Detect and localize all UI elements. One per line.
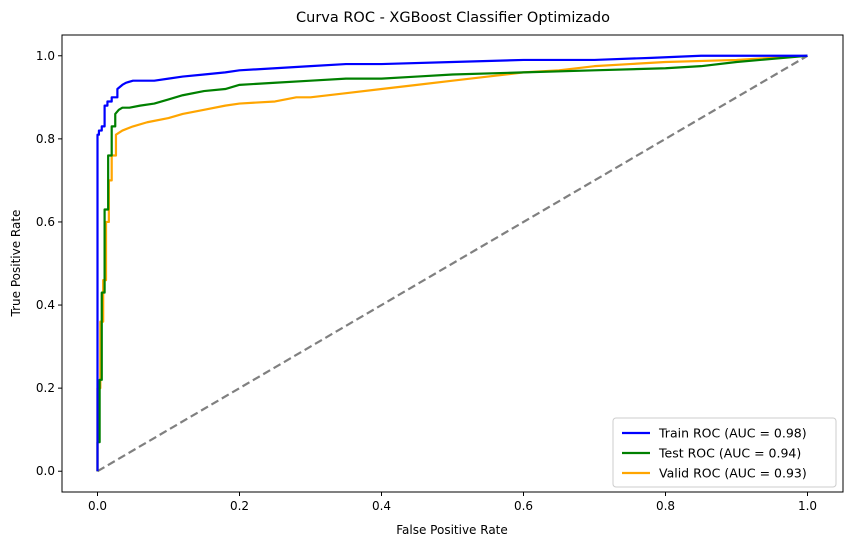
x-tick-label: 0.6 <box>514 499 533 513</box>
y-axis-label: True Positive Rate <box>9 210 23 318</box>
x-tick-label: 0.2 <box>230 499 249 513</box>
x-tick-label: 1.0 <box>798 499 817 513</box>
series-line-0 <box>96 54 808 472</box>
legend-entry-label: Train ROC (AUC = 0.98) <box>658 426 807 441</box>
series-line-1 <box>96 54 808 472</box>
series-layer <box>96 54 809 473</box>
legend-box <box>612 417 837 488</box>
y-tick-label: 0.0 <box>36 464 55 478</box>
x-tick-label: 0.8 <box>656 499 675 513</box>
y-tick-label: 0.8 <box>36 132 55 146</box>
legend-entry-label: Valid ROC (AUC = 0.93) <box>659 466 807 481</box>
x-tick-label: 0.4 <box>372 499 391 513</box>
x-tick-label: 0.0 <box>88 499 107 513</box>
y-axis-ticks: 0.0 0.2 0.4 0.6 0.8 1.0 <box>36 49 62 478</box>
y-tick-label: 0.2 <box>36 381 55 395</box>
y-tick-label: 0.6 <box>36 215 55 229</box>
x-axis-label: False Positive Rate <box>396 523 508 537</box>
chart-title: Curva ROC - XGBoost Classifier Optimizad… <box>296 10 610 26</box>
x-axis-ticks: 0.0 0.2 0.4 0.6 0.8 1.0 <box>88 492 817 513</box>
legend-entry-label: Test ROC (AUC = 0.94) <box>658 446 801 461</box>
y-tick-label: 1.0 <box>36 49 55 63</box>
plot-frame <box>61 34 844 493</box>
legend: Train ROC (AUC = 0.98) Test ROC (AUC = 0.… <box>612 417 837 488</box>
y-tick-label: 0.4 <box>36 298 55 312</box>
chance-line <box>96 54 809 473</box>
